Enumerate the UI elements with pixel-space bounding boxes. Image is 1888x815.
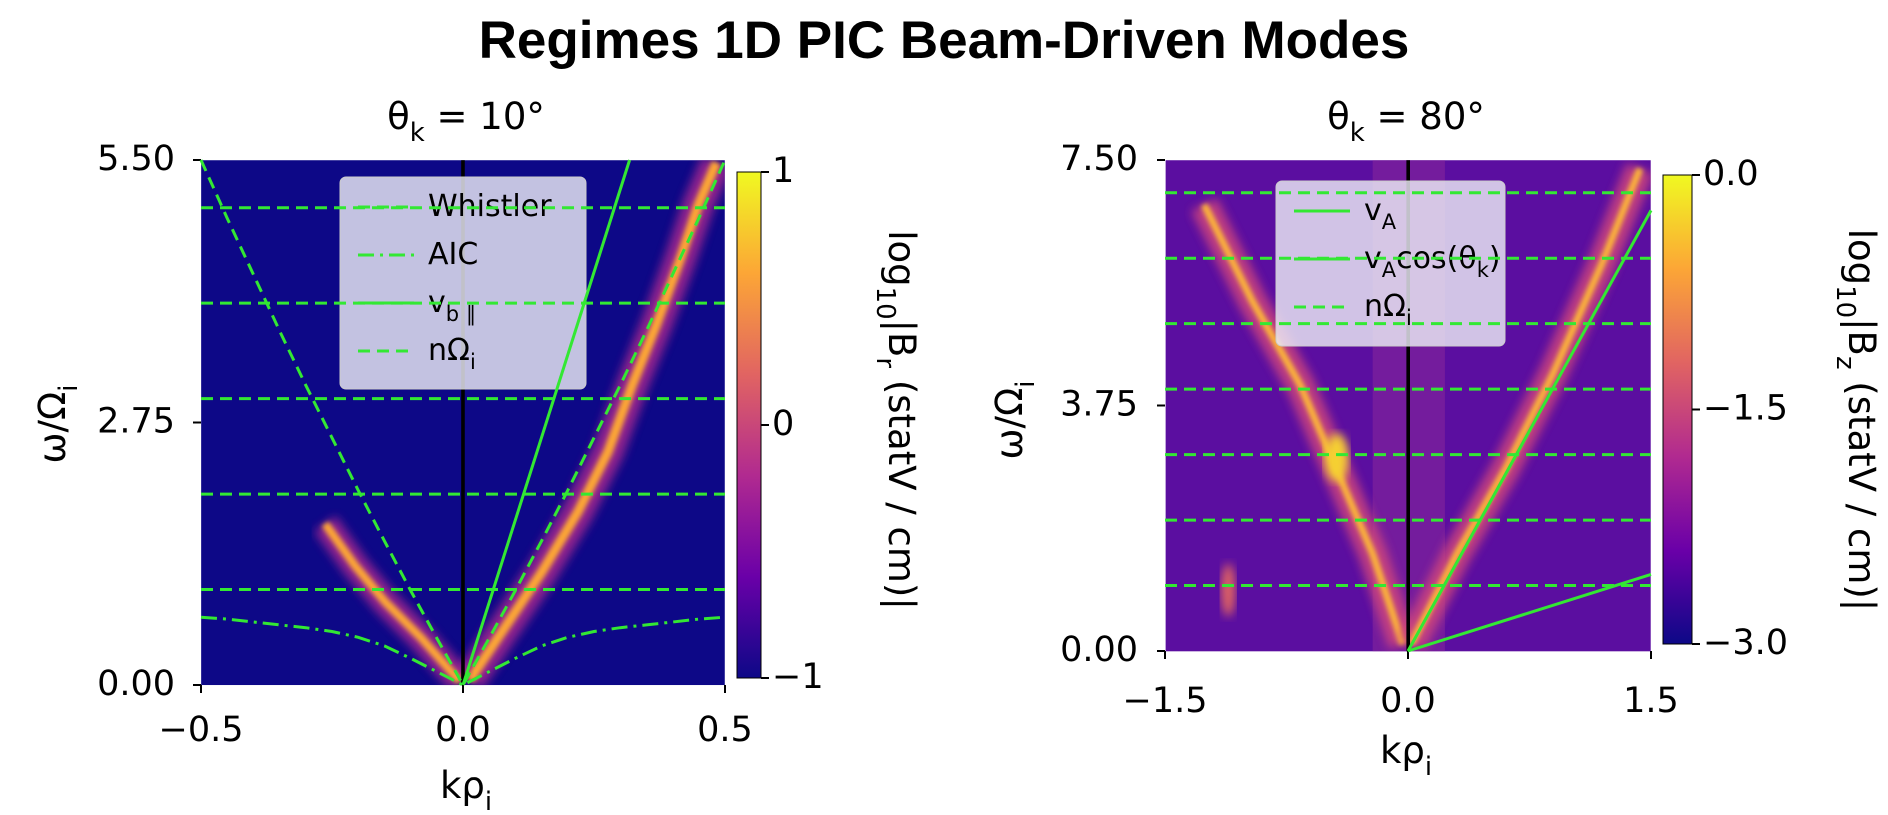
panel-title-part: = 80° — [1365, 95, 1485, 138]
panel-title: θk = 10° — [387, 95, 545, 148]
x-axis-label-part: kρ — [440, 764, 485, 807]
x-tick-label: −0.5 — [159, 710, 244, 750]
colorbar-label-part: log — [881, 230, 924, 286]
y-axis-label-part: ω/Ω — [988, 388, 1031, 460]
x-axis-label: kρi — [1380, 729, 1432, 782]
legend-label-part: nΩ — [1364, 289, 1406, 324]
colorbar-tick-label: 1 — [772, 151, 794, 191]
legend-label-part: v — [1364, 241, 1382, 276]
x-tick-label: −1.5 — [1123, 681, 1208, 721]
panel-title-part: θ — [1327, 95, 1350, 138]
legend-label-part: i — [470, 350, 476, 374]
legend-label: vA — [1364, 193, 1397, 235]
y-axis-label: ω/Ωi — [988, 381, 1041, 460]
y-axis-label-part: i — [1011, 381, 1041, 388]
figure-title: Regimes 1D PIC Beam-Driven Modes — [479, 11, 1410, 70]
legend-label-part: A — [1382, 210, 1397, 234]
y-tick-label: 3.75 — [1060, 385, 1138, 425]
y-tick-label: 0.00 — [1060, 630, 1138, 670]
y-tick-label: 5.50 — [97, 139, 175, 179]
y-tick-label: 0.00 — [97, 664, 175, 704]
colorbar-label-part: |B — [881, 320, 924, 358]
legend-box — [1275, 180, 1506, 347]
colorbar-label-part: z — [1831, 356, 1861, 370]
legend-label-part: v — [1364, 193, 1382, 228]
y-tick-label: 2.75 — [97, 402, 175, 442]
colorbar — [1662, 174, 1693, 645]
legend-label: Whistler — [428, 189, 552, 224]
colorbar-tick-label: −1 — [772, 657, 824, 697]
dispersion-line — [1406, 209, 1653, 652]
dispersion-line — [1407, 572, 1652, 653]
legend-label-part: AIC — [428, 237, 478, 272]
x-axis-label: kρi — [440, 764, 492, 812]
dispersion-line — [461, 159, 632, 686]
colorbar-tick-label: −3.0 — [1703, 623, 1788, 663]
legend-label-part: A — [1382, 258, 1397, 282]
x-tick-label: 1.5 — [1623, 681, 1679, 721]
colorbar-label-part: log — [1841, 229, 1884, 285]
x-axis-label-part: i — [1425, 752, 1432, 782]
panel-title: θk = 80° — [1327, 95, 1485, 148]
legend-label-part: nΩ — [428, 333, 470, 368]
legend-label: vAcos(θk) — [1364, 241, 1501, 283]
colorbar — [736, 171, 762, 679]
colorbar-label-part: 10 — [871, 287, 901, 320]
legend-label-part: i — [1406, 306, 1412, 330]
colorbar-label-part: 10 — [1831, 285, 1861, 318]
y-tick-label: 7.50 — [1060, 139, 1138, 179]
legend-label-part: k — [1477, 258, 1490, 282]
panel-title-part: k — [410, 118, 425, 148]
colorbar-label: log10|Br (statV / cm)| — [871, 230, 924, 610]
x-tick-label: 0.0 — [1380, 681, 1436, 721]
y-axis-label: ω/Ωi — [31, 385, 84, 464]
x-axis-label-part: i — [485, 787, 492, 812]
colorbar-label-part: r — [871, 357, 901, 368]
colorbar-tick-label: 0.0 — [1703, 154, 1759, 194]
colorbar-label-part: |B — [1841, 318, 1884, 356]
panel-title-part: θ — [387, 95, 410, 138]
colorbar-tick-label: 0 — [772, 404, 794, 444]
panel-title-part: k — [1350, 118, 1365, 148]
y-axis-label-part: ω/Ω — [31, 392, 74, 464]
legend-label-part: Whistler — [428, 189, 552, 224]
legend-box — [339, 176, 587, 390]
legend-label-part: b ∥ — [446, 302, 477, 326]
colorbar-label: log10|Bz (statV / cm)| — [1831, 229, 1884, 612]
panel-title-part: = 10° — [425, 95, 545, 138]
x-axis-label-part: kρ — [1380, 729, 1425, 772]
legend-label: nΩi — [1364, 289, 1412, 331]
colorbar-label-part: (statV / cm)| — [881, 368, 924, 610]
colorbar-label-part: (statV / cm)| — [1841, 370, 1884, 612]
x-tick-label: 0.0 — [435, 710, 491, 750]
legend-label: AIC — [428, 237, 478, 272]
y-axis-label-part: i — [54, 385, 84, 392]
legend-label: nΩi — [428, 333, 476, 375]
x-tick-label: 0.5 — [697, 710, 753, 750]
colorbar-tick-label: −1.5 — [1703, 389, 1788, 429]
